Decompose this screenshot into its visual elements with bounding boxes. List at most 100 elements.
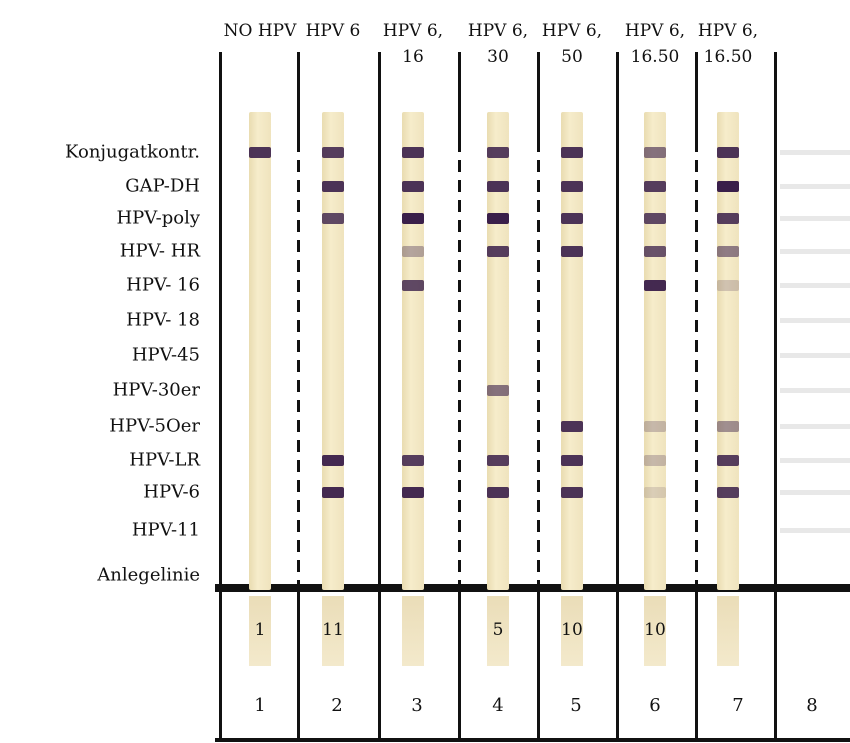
lane-divider [297, 52, 300, 140]
strip-band [487, 246, 509, 257]
application-line [215, 584, 850, 592]
strip-band [249, 147, 271, 158]
strip-band [487, 455, 509, 466]
lane-divider [695, 52, 698, 140]
strip-band [717, 280, 739, 291]
band-label: GAP-DH [125, 175, 200, 197]
lane-divider-dashed [297, 140, 300, 584]
lane-divider [458, 52, 461, 140]
lane-divider [616, 52, 619, 588]
lane-divider-dashed [695, 140, 698, 584]
background-ghost-text [780, 150, 850, 155]
band-label: HPV-5Oer [109, 415, 200, 437]
background-ghost-text [780, 216, 850, 221]
lane-header: HPV 6, 16.50 [624, 21, 686, 67]
background-ghost-text [780, 353, 850, 358]
lane-divider [378, 52, 381, 588]
strip-band [717, 246, 739, 257]
strip-band [717, 181, 739, 192]
strip-end [322, 596, 344, 666]
strip-band [644, 421, 666, 432]
strip-band [717, 213, 739, 224]
lane-divider [458, 588, 461, 740]
background-ghost-text [780, 184, 850, 189]
lane-number: 2 [331, 695, 343, 716]
strip-band [402, 280, 424, 291]
test-strip [322, 112, 344, 590]
background-ghost-text [780, 249, 850, 254]
band-label: Anlegelinie [97, 564, 200, 586]
strip-band [402, 246, 424, 257]
lane-divider-dashed [537, 140, 540, 584]
background-ghost-text [780, 528, 850, 533]
lane-header: HPV 6, 16.50 [697, 21, 759, 67]
strip-band [322, 147, 344, 158]
lane-number: 1 [254, 695, 266, 716]
strip-band [561, 455, 583, 466]
test-strip [402, 112, 424, 590]
strip-band [717, 421, 739, 432]
lane-header: HPV 6, 16 [382, 21, 444, 67]
strip-band [644, 246, 666, 257]
strip-number: 10 [561, 620, 583, 640]
lane-divider [616, 588, 619, 740]
background-ghost-text [780, 424, 850, 429]
strip-band [402, 147, 424, 158]
lane-divider [378, 588, 381, 740]
lane-divider [774, 52, 777, 588]
band-label: Konjugatkontr. [65, 141, 200, 163]
test-strip [717, 112, 739, 590]
bottom-border [215, 738, 850, 742]
strip-band [487, 385, 509, 396]
band-label: HPV-45 [131, 344, 200, 366]
strip-band [402, 487, 424, 498]
lane-header: HPV 6, 30 [467, 21, 529, 67]
lane-number: 4 [492, 695, 504, 716]
lane-number: 8 [806, 695, 818, 716]
strip-band [644, 147, 666, 158]
band-label: HPV-30er [112, 379, 200, 401]
test-strip [561, 112, 583, 590]
strip-band [322, 181, 344, 192]
strip-band [561, 147, 583, 158]
lane-number: 7 [732, 695, 744, 716]
band-label: HPV- 18 [126, 309, 200, 331]
band-label: HPV-poly [116, 207, 200, 229]
strip-band [487, 213, 509, 224]
lane-header: HPV 6, 50 [541, 21, 603, 67]
background-ghost-text [780, 490, 850, 495]
band-label: HPV- 16 [126, 274, 200, 296]
strip-band [487, 147, 509, 158]
lane-divider [537, 588, 540, 740]
strip-band [402, 213, 424, 224]
strip-end [561, 596, 583, 666]
lane-header: HPV 6 [305, 21, 361, 41]
background-ghost-text [780, 388, 850, 393]
strip-band [644, 487, 666, 498]
strip-number: 10 [644, 620, 666, 640]
strip-band [322, 487, 344, 498]
lane-divider [774, 588, 777, 740]
lane-number: 3 [411, 695, 423, 716]
background-ghost-text [780, 318, 850, 323]
strip-end [644, 596, 666, 666]
strip-band [402, 181, 424, 192]
band-label: HPV-LR [129, 449, 200, 471]
strip-band [561, 246, 583, 257]
strip-band [644, 181, 666, 192]
strip-band [487, 181, 509, 192]
strip-end [717, 596, 739, 666]
test-strip [487, 112, 509, 590]
lane-divider [297, 588, 300, 740]
strip-number: 11 [322, 620, 344, 640]
strip-band [322, 455, 344, 466]
strip-band [717, 455, 739, 466]
test-strip [644, 112, 666, 590]
strip-band [561, 181, 583, 192]
strip-band [644, 455, 666, 466]
strip-band [561, 213, 583, 224]
strip-end [249, 596, 271, 666]
lane-divider-dashed [458, 140, 461, 584]
strip-band [644, 280, 666, 291]
